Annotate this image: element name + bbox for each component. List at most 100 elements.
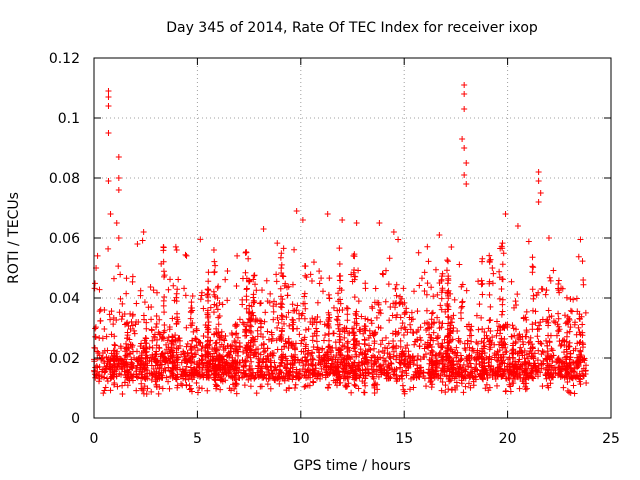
data-point	[173, 374, 180, 381]
data-point	[124, 332, 131, 339]
data-point	[392, 285, 399, 292]
data-point	[557, 372, 564, 379]
data-point	[277, 285, 284, 292]
data-point	[563, 294, 570, 301]
data-point	[301, 293, 308, 300]
data-point	[326, 275, 333, 282]
data-point	[527, 334, 534, 341]
data-point	[296, 331, 303, 338]
data-point	[372, 329, 379, 336]
data-point	[205, 297, 212, 304]
data-point	[233, 390, 240, 397]
data-point	[278, 270, 285, 277]
data-point	[399, 375, 406, 382]
data-point	[466, 352, 473, 359]
data-point	[111, 354, 118, 361]
data-point	[286, 384, 293, 391]
data-point	[545, 322, 552, 329]
data-point	[457, 309, 464, 316]
data-point	[449, 336, 456, 343]
data-point	[337, 336, 344, 343]
data-point	[303, 375, 310, 382]
data-point	[198, 352, 205, 359]
data-point	[236, 316, 243, 323]
data-point	[289, 357, 296, 364]
data-point	[375, 348, 382, 355]
data-point	[429, 309, 436, 316]
data-point	[296, 359, 303, 366]
data-point	[233, 346, 240, 353]
data-point	[344, 305, 351, 312]
data-point	[175, 318, 182, 325]
data-point	[319, 358, 326, 365]
data-point	[183, 343, 190, 350]
data-point	[495, 323, 502, 330]
data-point	[212, 340, 219, 347]
data-point	[404, 329, 411, 336]
data-point	[155, 390, 162, 397]
data-point	[212, 381, 219, 388]
data-point	[188, 388, 195, 395]
data-point	[231, 338, 238, 345]
data-point	[512, 338, 519, 345]
data-point	[523, 308, 530, 315]
data-point	[96, 286, 103, 293]
data-point	[522, 376, 529, 383]
data-point	[370, 367, 377, 374]
data-point	[173, 349, 180, 356]
data-point	[499, 359, 506, 366]
data-point	[400, 285, 407, 292]
data-point	[372, 358, 379, 365]
data-point	[105, 88, 112, 94]
data-point	[344, 373, 351, 380]
data-point	[513, 373, 520, 380]
data-point	[211, 301, 218, 308]
data-point	[414, 356, 421, 363]
data-point	[580, 372, 587, 379]
data-point	[117, 295, 124, 302]
data-point	[418, 367, 425, 374]
data-point	[436, 319, 443, 326]
data-point	[270, 316, 277, 323]
data-point	[336, 321, 343, 328]
data-point	[250, 336, 257, 343]
data-point	[401, 388, 408, 395]
data-point	[230, 359, 237, 366]
data-point	[379, 270, 386, 277]
data-point	[462, 383, 469, 390]
data-point	[397, 359, 404, 366]
data-point	[215, 362, 222, 369]
data-point	[96, 372, 103, 379]
data-point	[558, 341, 565, 348]
data-point	[267, 290, 274, 297]
data-point	[351, 276, 358, 283]
data-point	[441, 336, 448, 343]
data-point	[243, 296, 250, 303]
data-point	[197, 236, 204, 243]
data-point	[489, 265, 496, 272]
data-point	[398, 373, 405, 380]
data-point	[204, 344, 211, 351]
data-point	[451, 373, 458, 380]
data-point	[400, 331, 407, 338]
data-point	[280, 273, 287, 280]
data-point	[504, 364, 511, 371]
data-point	[200, 333, 207, 340]
data-point	[361, 336, 368, 343]
data-point	[403, 305, 410, 312]
data-point	[260, 355, 267, 362]
data-point	[337, 300, 344, 307]
data-point	[168, 338, 175, 345]
data-point	[457, 364, 464, 371]
data-point	[351, 376, 358, 383]
data-point	[289, 281, 296, 288]
data-point	[499, 276, 506, 283]
data-point	[487, 337, 494, 344]
data-point	[97, 318, 104, 325]
data-point	[134, 362, 141, 369]
data-point	[169, 315, 176, 322]
data-point	[277, 300, 284, 307]
data-point	[233, 376, 240, 383]
data-point	[566, 343, 573, 350]
data-point	[153, 368, 160, 375]
